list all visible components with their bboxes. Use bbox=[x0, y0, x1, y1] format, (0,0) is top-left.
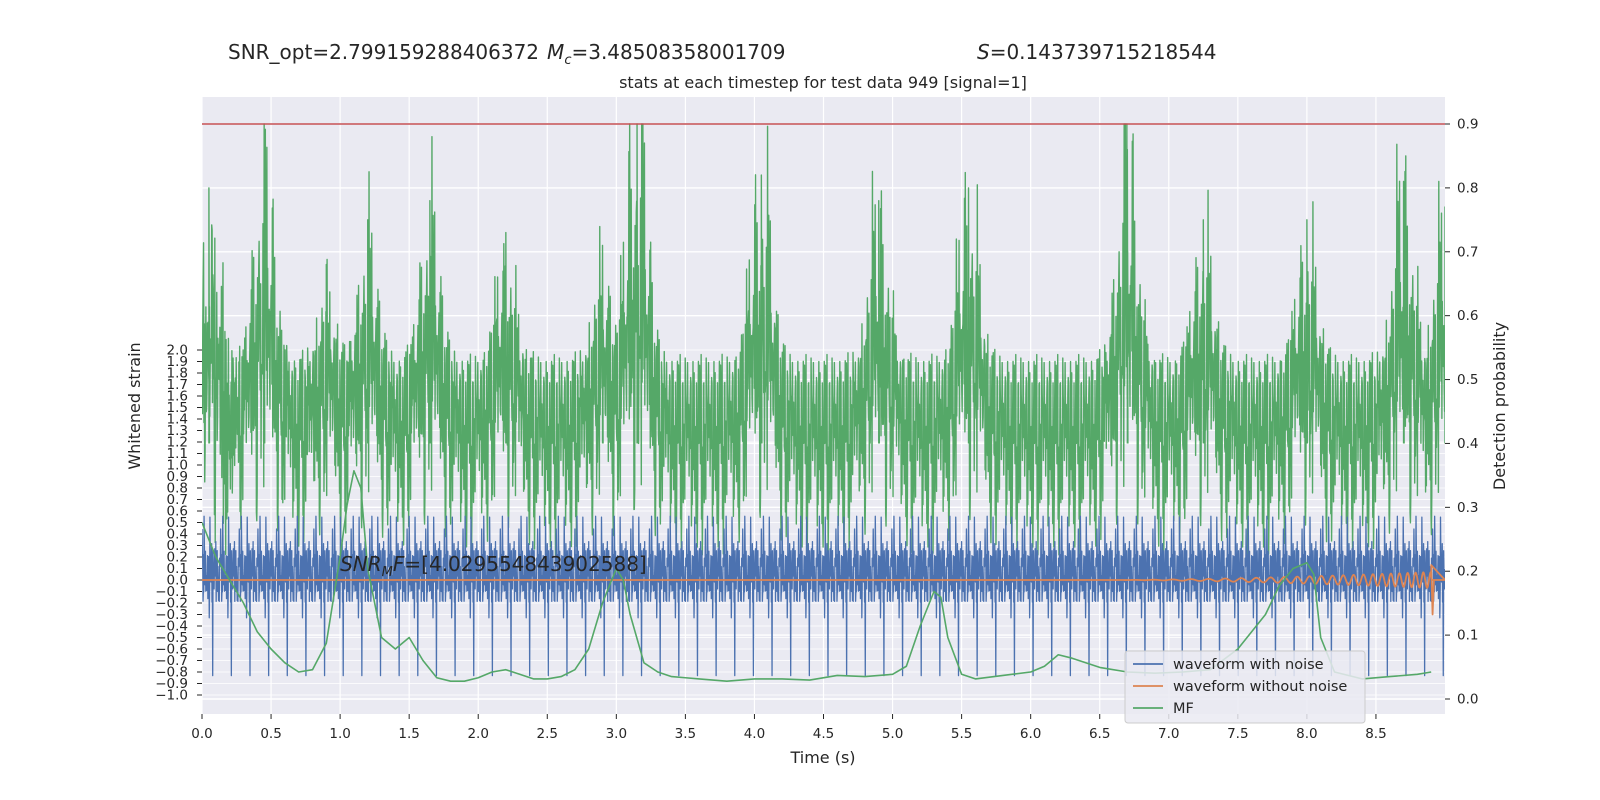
y-tick-label: 1.7 bbox=[167, 377, 188, 393]
y-tick-label: 0.2 bbox=[167, 550, 188, 566]
y2-tick-label: 0.3 bbox=[1457, 500, 1478, 516]
y-tick-label: 0.0 bbox=[167, 573, 188, 589]
y2-tick-label: 0.2 bbox=[1457, 564, 1478, 580]
y2-tick-label: 0.5 bbox=[1457, 372, 1478, 388]
waveform-with-noise-line bbox=[202, 515, 1445, 677]
legend-label-clean: waveform without noise bbox=[1173, 679, 1347, 695]
legend-label-noise: waveform with noise bbox=[1173, 657, 1324, 673]
x-tick-label: 3.5 bbox=[675, 726, 696, 742]
y-tick-label: −0.7 bbox=[155, 653, 188, 669]
y-tick-label: −0.6 bbox=[155, 642, 188, 658]
y-tick-label: 1.2 bbox=[167, 435, 188, 451]
y2-tick-label: 0.8 bbox=[1457, 180, 1478, 196]
y-tick-label: 0.9 bbox=[167, 469, 188, 485]
plot-layer bbox=[202, 123, 1445, 682]
y-tick-label: 2.0 bbox=[167, 343, 188, 359]
y-tick-label: 0.4 bbox=[167, 527, 188, 543]
x-axis-label: Time (s) bbox=[789, 748, 855, 767]
y-tick-label: −0.3 bbox=[155, 607, 188, 623]
x-axis-ticks: 0.0 0.5 1.0 1.5 2.0 2.5 3.0 3.5 4.0 4.5 5.0 5.5 6.0 6… bbox=[191, 714, 1387, 742]
y-tick-label: −0.4 bbox=[155, 619, 188, 635]
y-tick-label: 1.8 bbox=[167, 366, 188, 382]
y-tick-label: −0.9 bbox=[155, 676, 188, 692]
mc-symbol: M bbox=[547, 40, 564, 64]
y-tick-label: 1.0 bbox=[167, 458, 188, 474]
x-tick-label: 4.0 bbox=[744, 726, 765, 742]
y2-tick-label: 0.9 bbox=[1457, 117, 1478, 133]
x-tick-label: 8.5 bbox=[1365, 726, 1386, 742]
legend: waveform with noise waveform without noi… bbox=[1124, 650, 1366, 724]
snr-mf-annotation: SNRMF=[4.029554843902588] bbox=[340, 552, 647, 580]
y-tick-label: 0.1 bbox=[167, 561, 188, 577]
y-tick-label: 1.5 bbox=[167, 400, 188, 416]
legend-box bbox=[1124, 650, 1366, 724]
x-tick-label: 0.5 bbox=[260, 726, 281, 742]
y-tick-label: −0.5 bbox=[155, 630, 188, 646]
y-tick-label: −0.8 bbox=[155, 665, 188, 681]
mc-subscript: c bbox=[564, 53, 571, 68]
snr-opt-label: SNR_opt=2.799159288406372 bbox=[228, 40, 539, 64]
y2-axis-label: Detection probability bbox=[1490, 322, 1509, 490]
y-axis-label: Whitened strain bbox=[125, 342, 144, 469]
y-tick-label: 1.3 bbox=[167, 423, 188, 439]
y2-tick-label: 0.6 bbox=[1457, 308, 1478, 324]
annotation-f: F bbox=[393, 552, 405, 576]
x-tick-label: 1.0 bbox=[329, 726, 350, 742]
y-tick-label: −0.2 bbox=[155, 596, 188, 612]
y-tick-label: 1.1 bbox=[167, 446, 188, 462]
y-tick-label: −0.1 bbox=[155, 584, 188, 600]
y2-tick-label: 0.7 bbox=[1457, 244, 1478, 260]
waveform-without-noise-line bbox=[202, 564, 1445, 616]
s-symbol: S bbox=[977, 40, 990, 64]
s-label: S=0.143739715218544 bbox=[977, 40, 1216, 64]
legend-label-mf: MF bbox=[1173, 701, 1194, 717]
x-tick-label: 7.0 bbox=[1158, 726, 1179, 742]
y2-tick-label: 0.0 bbox=[1457, 692, 1478, 708]
s-value: =0.143739715218544 bbox=[990, 40, 1217, 64]
x-tick-label: 2.5 bbox=[537, 726, 558, 742]
y-tick-label: 0.3 bbox=[167, 538, 188, 554]
x-tick-label: 5.0 bbox=[882, 726, 903, 742]
y-tick-label: 0.7 bbox=[167, 492, 188, 508]
x-tick-label: 2.0 bbox=[467, 726, 488, 742]
y2-tick-label: 0.1 bbox=[1457, 628, 1478, 644]
x-tick-label: 3.0 bbox=[606, 726, 627, 742]
y-tick-label: 0.6 bbox=[167, 504, 188, 520]
x-tick-label: 0.0 bbox=[191, 726, 212, 742]
suptitle: SNR_opt=2.799159288406372 Mc=3.4850835800… bbox=[228, 40, 785, 68]
y2-tick-label: 0.4 bbox=[1457, 436, 1478, 452]
x-tick-label: 1.5 bbox=[398, 726, 419, 742]
y-axis-ticks: −1.0−0.9−0.8−0.7−0.6−0.5−0.4−0.3−0.2−0.1… bbox=[155, 343, 202, 704]
x-tick-label: 8.0 bbox=[1296, 726, 1317, 742]
y-tick-label: −1.0 bbox=[155, 688, 188, 704]
x-tick-label: 6.5 bbox=[1089, 726, 1110, 742]
annotation-snr: SNR bbox=[340, 552, 382, 576]
chart-title: stats at each timestep for test data 949… bbox=[619, 73, 1027, 92]
x-tick-label: 7.5 bbox=[1227, 726, 1248, 742]
y-tick-label: 1.6 bbox=[167, 389, 188, 405]
annotation-sub: M bbox=[382, 565, 393, 580]
y-tick-label: 1.9 bbox=[167, 354, 188, 370]
x-tick-label: 5.5 bbox=[951, 726, 972, 742]
y-tick-label: 0.8 bbox=[167, 481, 188, 497]
y2-axis-ticks: 0.0 0.1 0.2 0.3 0.4 0.5 0.6 0.7 0.8 0.9 bbox=[1445, 117, 1478, 708]
x-tick-label: 6.0 bbox=[1020, 726, 1041, 742]
y-tick-label: 0.5 bbox=[167, 515, 188, 531]
y-tick-label: 1.4 bbox=[167, 412, 188, 428]
detection-probability-line bbox=[202, 123, 1445, 556]
x-tick-label: 4.5 bbox=[813, 726, 834, 742]
annotation-value: =[4.029554843902588] bbox=[404, 552, 646, 576]
mc-value: =3.48508358001709 bbox=[571, 40, 785, 64]
